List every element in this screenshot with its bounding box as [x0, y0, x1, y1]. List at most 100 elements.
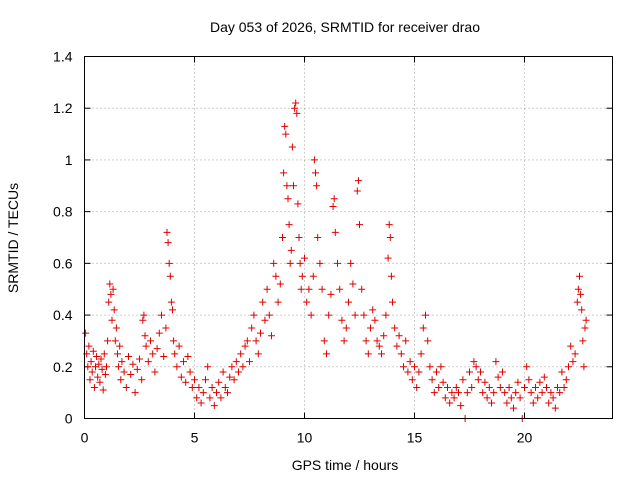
- data-point: [373, 337, 381, 345]
- data-point: [117, 376, 125, 384]
- data-point: [114, 350, 121, 358]
- data-point: [554, 383, 561, 391]
- data-point: [556, 389, 564, 397]
- plot-frame: [84, 56, 613, 419]
- data-point: [325, 311, 333, 319]
- data-point: [274, 298, 282, 306]
- data-point: [106, 280, 114, 288]
- data-point: [297, 285, 305, 293]
- data-point: [241, 342, 249, 350]
- data-point: [507, 394, 515, 402]
- data-point: [527, 389, 535, 397]
- x-tick-label: 10: [297, 430, 313, 446]
- data-point: [89, 347, 97, 355]
- data-point: [127, 371, 135, 379]
- data-point: [104, 337, 112, 345]
- data-point: [510, 404, 517, 412]
- data-point: [208, 383, 216, 391]
- data-point: [136, 355, 143, 363]
- data-point: [309, 272, 317, 280]
- data-point: [265, 311, 273, 319]
- data-point: [378, 350, 385, 358]
- data-point: [358, 285, 366, 293]
- data-point: [165, 259, 173, 267]
- data-point: [417, 350, 425, 358]
- data-point: [295, 234, 303, 241]
- data-point: [151, 368, 159, 376]
- data-point: [439, 378, 447, 386]
- data-point: [296, 259, 304, 267]
- data-point: [215, 378, 223, 386]
- data-point: [287, 246, 295, 254]
- data-point: [163, 228, 171, 236]
- data-point: [499, 368, 506, 376]
- data-point: [347, 259, 355, 267]
- y-tick-label: 0.2: [53, 359, 73, 375]
- data-point: [281, 122, 289, 130]
- data-point: [450, 394, 458, 402]
- data-point: [175, 342, 183, 350]
- x-tick-label: 20: [517, 430, 533, 446]
- data-point: [142, 342, 150, 350]
- data-point: [307, 311, 315, 319]
- x-tick-label: 5: [191, 430, 199, 446]
- data-point: [354, 177, 362, 185]
- data-point: [547, 389, 555, 397]
- data-point: [481, 378, 489, 386]
- data-point: [342, 324, 350, 332]
- data-point: [582, 316, 590, 324]
- data-point: [483, 394, 491, 402]
- data-point: [224, 389, 231, 397]
- data-point: [206, 394, 214, 402]
- data-point: [514, 378, 522, 386]
- data-point: [525, 376, 533, 384]
- data-point: [129, 360, 137, 368]
- data-point: [380, 332, 388, 340]
- data-point: [485, 383, 493, 391]
- data-point: [351, 311, 359, 319]
- data-point: [323, 350, 330, 358]
- data-point: [87, 358, 95, 366]
- data-point: [169, 306, 176, 314]
- y-axis-label: SRMTID / TECUs: [5, 183, 21, 293]
- chart-title: Day 053 of 2026, SRMTID for receiver dra…: [210, 19, 480, 35]
- data-point: [182, 378, 190, 386]
- data-point: [402, 337, 410, 345]
- data-point: [149, 350, 157, 358]
- y-tick-label: 1.2: [53, 100, 73, 116]
- data-point: [144, 358, 152, 366]
- data-point: [446, 399, 454, 407]
- data-point: [219, 368, 227, 376]
- data-point: [316, 259, 324, 267]
- data-point: [103, 363, 110, 371]
- data-point: [313, 182, 321, 190]
- data-point: [155, 329, 163, 337]
- x-tick-label: 15: [407, 430, 423, 446]
- data-point: [419, 324, 427, 332]
- data-point: [98, 365, 106, 373]
- data-point: [523, 363, 531, 371]
- data-point: [283, 182, 291, 190]
- grid-lines: [84, 56, 613, 419]
- data-point: [579, 337, 587, 345]
- data-point: [433, 368, 440, 376]
- data-point: [191, 376, 198, 384]
- y-tick-label: 0.6: [53, 255, 73, 271]
- data-point: [441, 394, 449, 402]
- data-point: [133, 365, 141, 373]
- data-point: [430, 389, 438, 397]
- data-point: [268, 332, 275, 340]
- data-point: [97, 355, 105, 363]
- data-point: [327, 290, 335, 298]
- data-point: [173, 363, 181, 371]
- data-point: [492, 358, 500, 366]
- data-point: [239, 363, 247, 371]
- data-point: [389, 298, 396, 306]
- data-point: [167, 298, 175, 306]
- data-point: [160, 352, 168, 360]
- data-point: [138, 376, 146, 384]
- data-point: [284, 195, 292, 203]
- data-point: [193, 394, 201, 402]
- data-point: [147, 337, 154, 345]
- data-point: [250, 311, 258, 319]
